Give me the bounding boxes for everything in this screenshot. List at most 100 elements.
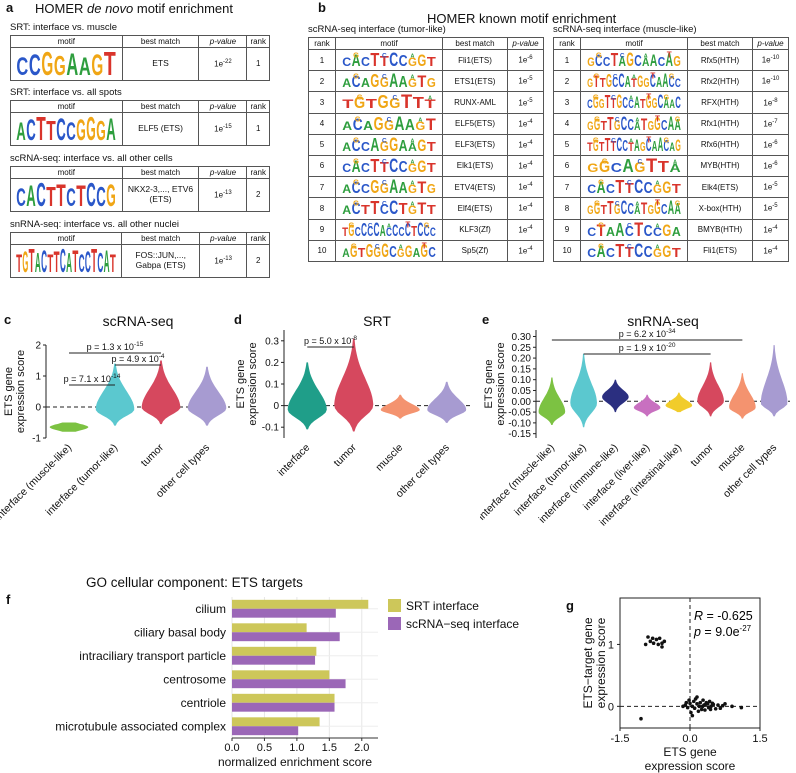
logo-letter: C	[430, 225, 436, 237]
pvalue-exponent: -15	[223, 124, 232, 131]
logo-letter: A	[673, 160, 677, 166]
logo-letter: C	[620, 53, 625, 60]
best-match: Elk1(ETS)	[442, 154, 508, 178]
scatter-point	[651, 641, 656, 645]
logo-letter: G	[405, 242, 412, 258]
logo-letter: G	[421, 242, 428, 258]
y-axis-label-line2: expression score	[594, 617, 608, 708]
rank: 3	[553, 91, 581, 114]
logo-letter: T	[601, 118, 607, 131]
logo-letter: G	[599, 96, 605, 109]
violin-tumor	[334, 338, 374, 432]
logo-letter: T	[658, 159, 670, 173]
logo-letter: C	[382, 74, 387, 81]
logo-letter: T	[611, 96, 617, 109]
logo-letter: T	[401, 93, 412, 109]
best-match: Elk4(ETS)	[687, 176, 753, 199]
logo-letter: G	[54, 50, 66, 76]
logo-letter: G	[77, 114, 87, 141]
pvalue-base: 1e	[214, 256, 224, 266]
logo-letter: A	[674, 201, 680, 215]
pvalue-cell: 1e-6	[752, 154, 789, 178]
sequence-logo: C AG C T TC C C GA G T	[342, 156, 436, 177]
scatter-point	[703, 702, 708, 707]
logo-letter: C	[664, 138, 670, 152]
pvalue-cell: 1e-4	[507, 176, 544, 199]
logo-letter: C	[628, 97, 634, 109]
logo-letter: C	[389, 157, 398, 173]
logo-letter: C	[389, 199, 398, 215]
logo-letter: C	[79, 250, 85, 273]
sequence-logo: A CG A G GC A A GA T G	[342, 71, 436, 92]
logo-letter: T	[425, 97, 436, 109]
logo-letter: T	[361, 202, 370, 215]
logo-letter: A	[399, 244, 403, 250]
logo-letter: G	[408, 55, 417, 67]
logo-letter: A	[606, 224, 615, 237]
logo-letter: C	[644, 180, 653, 194]
logo-letter: T	[417, 178, 427, 194]
category-label: centriole	[181, 696, 227, 710]
logo-letter: G	[353, 72, 359, 81]
pvalue-cell: 1e-4	[507, 218, 544, 241]
rank: 2	[246, 178, 270, 212]
logo-letter: C	[389, 51, 398, 67]
logo-letter: T	[417, 199, 427, 215]
logo-letter: C	[627, 243, 632, 250]
panel-c-violin-chart: scRNA-seq ETS gene expression score -1 0 1 2 in…	[0, 313, 230, 523]
y-tick-label: 1	[35, 372, 41, 383]
sequence-logo: A GG T G GC G C GA G A GT C	[342, 241, 436, 262]
logo-letter: T	[77, 180, 87, 207]
logo-letter: G	[353, 199, 359, 208]
logo-letter: T	[615, 178, 624, 194]
logo-letter: G	[354, 93, 365, 109]
sequence-logo: C AG C T TC C C GA G T	[587, 241, 681, 262]
logo-letter: A	[666, 51, 673, 67]
logo-letter: G	[675, 116, 681, 123]
logo-letter: A	[635, 117, 639, 123]
y-tick-label: 0.30	[512, 332, 532, 343]
rank: 8	[308, 197, 336, 220]
pvalue-exponent: -4	[527, 161, 533, 168]
table-row: 9 T G G C C C C C A C A C C C T T C C G C KLF3(Zf) 1e-4	[308, 218, 544, 241]
rank: 7	[308, 176, 336, 199]
header-pvalue-text: p-value	[210, 233, 237, 243]
table-row: 10 A G G T G G C G C G A G A G T C Sp5(Zf) 1e-4	[308, 239, 544, 262]
logo-letter: T	[370, 199, 379, 215]
panel-a-title: HOMER de novo motif enrichment	[35, 1, 233, 16]
logo-letter: A	[619, 54, 627, 67]
logo-letter: A	[380, 223, 386, 237]
logo-letter: C	[622, 138, 628, 152]
rank: 2	[246, 244, 270, 278]
x-tick-label: 1.5	[322, 742, 337, 754]
logo-letter: G	[355, 115, 361, 124]
logo-letter: T	[625, 181, 634, 194]
logo-letter: A	[342, 140, 351, 152]
scatter-point	[713, 707, 718, 711]
y-axis-label: ETS gene	[3, 367, 15, 416]
logo-letter: A	[623, 157, 634, 173]
logo-letter: A	[656, 244, 660, 250]
logo-letter: C	[361, 139, 370, 152]
logo-letter: A	[342, 246, 350, 258]
logo-letter: G	[669, 74, 675, 81]
logo-letter: C	[389, 244, 396, 258]
panel-e-letter: e	[482, 312, 490, 327]
pvalue-cell: 1e-15	[198, 112, 248, 146]
best-match: Rfx5(HTH)	[687, 48, 753, 72]
logo-letter: T	[370, 51, 379, 67]
logo-letter: T	[601, 202, 607, 215]
y-axis-label: expression score	[495, 342, 507, 425]
logo-letter: A	[342, 76, 351, 88]
x-tick-label: 0.0	[224, 742, 239, 754]
best-match: NKX2-3,..., ETV6 (ETS)	[121, 178, 200, 212]
logo-letter: C	[612, 75, 618, 88]
logo-letter: C	[644, 244, 653, 258]
category-label: cilium	[195, 602, 226, 616]
logo-letter: T	[625, 245, 634, 258]
logo-letter: C	[361, 181, 370, 194]
y-tick-label: 0.15	[512, 364, 532, 375]
